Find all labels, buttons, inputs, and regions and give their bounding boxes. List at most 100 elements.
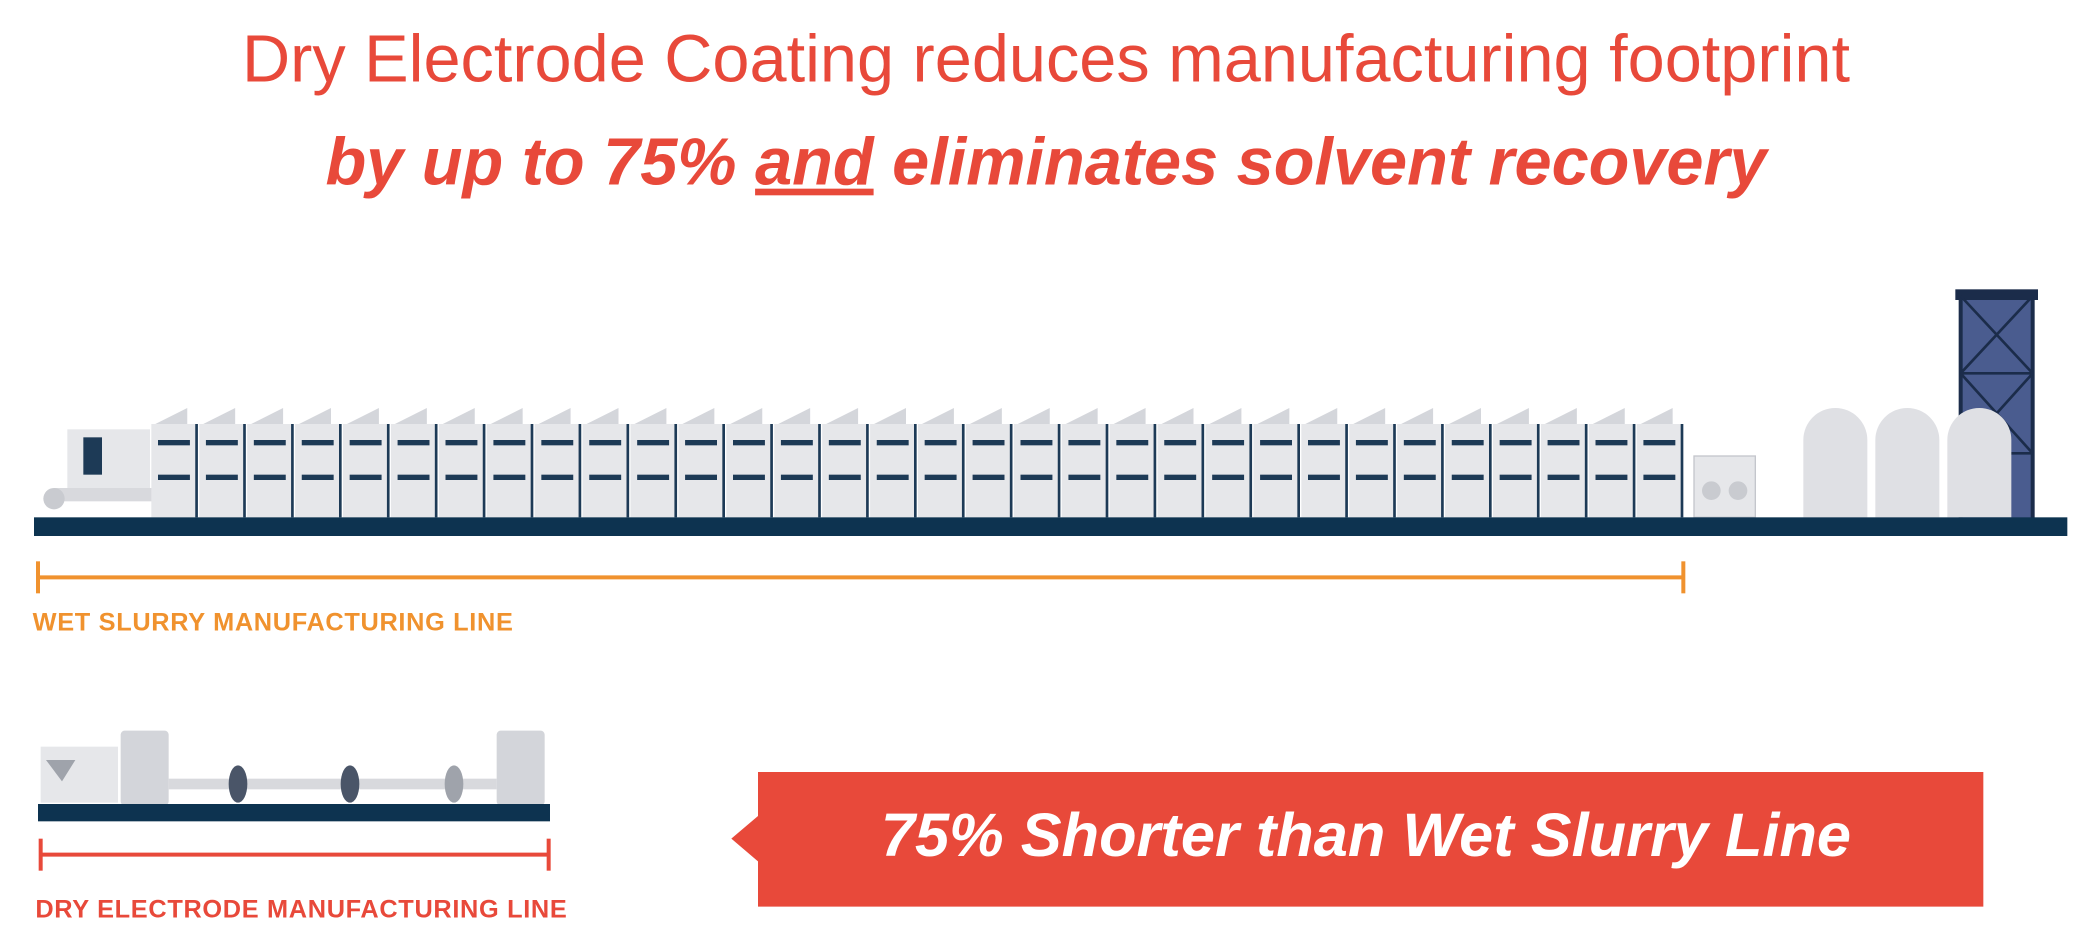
oven-peak — [538, 408, 571, 424]
oven-slot — [637, 440, 670, 446]
oven-module — [678, 424, 724, 518]
oven-peak — [1640, 408, 1673, 424]
oven-divider — [1057, 424, 1061, 518]
oven-divider — [195, 424, 198, 518]
oven-slot — [1068, 440, 1101, 446]
oven-divider — [386, 424, 390, 518]
oven-slot — [589, 474, 622, 480]
oven-divider — [961, 424, 965, 518]
oven-divider — [1153, 424, 1157, 518]
oven-module — [870, 424, 916, 518]
oven-module — [343, 424, 389, 518]
oven-peak — [1209, 408, 1242, 424]
oven-slot — [1308, 440, 1340, 446]
oven-slot — [1020, 440, 1053, 446]
oven-peak — [203, 408, 236, 424]
oven-module — [534, 424, 580, 518]
roller — [228, 765, 248, 803]
oven-slot — [1643, 474, 1676, 480]
silo — [1803, 408, 1868, 518]
oven-slot — [1116, 440, 1149, 446]
oven-slot — [205, 440, 238, 446]
oven-slot — [1595, 474, 1628, 480]
oven-slot — [828, 440, 861, 446]
oven-module — [151, 424, 197, 518]
oven-peak — [1017, 408, 1050, 424]
oven-slot — [1499, 440, 1532, 446]
oven-slot — [158, 440, 190, 446]
oven-slot — [541, 440, 574, 446]
oven-module — [1253, 424, 1299, 518]
oven-divider — [1201, 424, 1205, 518]
oven-peak — [347, 408, 379, 424]
wet-line-illustration — [34, 289, 2068, 536]
oven-divider — [1393, 424, 1396, 518]
roller — [43, 488, 65, 510]
oven-peak — [1305, 408, 1338, 424]
oven-module — [1397, 424, 1443, 518]
oven-module — [1205, 424, 1251, 518]
oven-slot — [733, 474, 765, 480]
oven-divider — [914, 424, 917, 518]
oven-module — [1493, 424, 1539, 518]
oven-slot — [637, 474, 670, 480]
oven-slot — [541, 474, 574, 480]
roller — [444, 765, 464, 803]
oven-slot — [1260, 474, 1292, 480]
roller — [1702, 481, 1721, 500]
tower-top — [1955, 289, 2038, 300]
oven-module — [1061, 424, 1107, 518]
banner — [731, 772, 1984, 907]
subtitle-underlined: and — [755, 125, 875, 199]
calender — [496, 730, 545, 806]
oven-peak — [1353, 408, 1386, 424]
oven-peak — [394, 408, 427, 424]
oven-slot — [1595, 440, 1628, 446]
oven-module — [390, 424, 437, 518]
oven-slot — [780, 440, 813, 446]
oven-slot — [397, 474, 430, 480]
oven-peak — [682, 408, 715, 424]
dry-line-bracket — [38, 838, 551, 871]
oven-slot — [205, 474, 238, 480]
oven-slot — [445, 440, 478, 446]
oven-module — [1349, 424, 1395, 518]
oven-module — [965, 424, 1012, 518]
banner-text: 75% Shorter than Wet Slurry Line — [881, 800, 1851, 869]
unwind-machine — [67, 429, 150, 488]
wet-line-base — [34, 517, 2068, 536]
oven-slot — [301, 474, 334, 480]
oven-slot — [685, 474, 717, 480]
oven-divider — [1489, 424, 1492, 518]
oven-divider — [1345, 424, 1348, 518]
oven-divider — [434, 424, 438, 518]
oven-divider — [770, 424, 773, 518]
oven-divider — [291, 424, 294, 518]
oven-slot — [1355, 474, 1388, 480]
calender — [120, 730, 169, 806]
oven-module — [726, 424, 772, 518]
oven-divider — [626, 424, 630, 518]
oven-peak — [1544, 408, 1577, 424]
oven-peak — [1497, 408, 1529, 424]
oven-divider — [722, 424, 725, 518]
oven-slot — [397, 440, 430, 446]
oven-slot — [1547, 440, 1580, 446]
oven-slot — [1212, 440, 1245, 446]
hopper — [46, 760, 76, 782]
oven-divider — [578, 424, 582, 518]
dry-line-label: DRY ELECTRODE MANUFACTURING LINE — [35, 895, 567, 923]
subtitle-part: eliminates solvent recovery — [892, 125, 1769, 199]
subtitle-part: by up to 75% — [325, 125, 736, 199]
oven-divider — [1584, 424, 1588, 518]
oven-divider — [339, 424, 342, 518]
oven-divider — [818, 424, 821, 518]
silo — [1947, 408, 2012, 518]
oven-divider — [674, 424, 678, 518]
roller — [340, 765, 360, 803]
wet-line-bracket — [35, 561, 1686, 594]
oven-peak — [730, 408, 763, 424]
oven-slot — [733, 440, 765, 446]
oven-divider — [1680, 424, 1684, 518]
